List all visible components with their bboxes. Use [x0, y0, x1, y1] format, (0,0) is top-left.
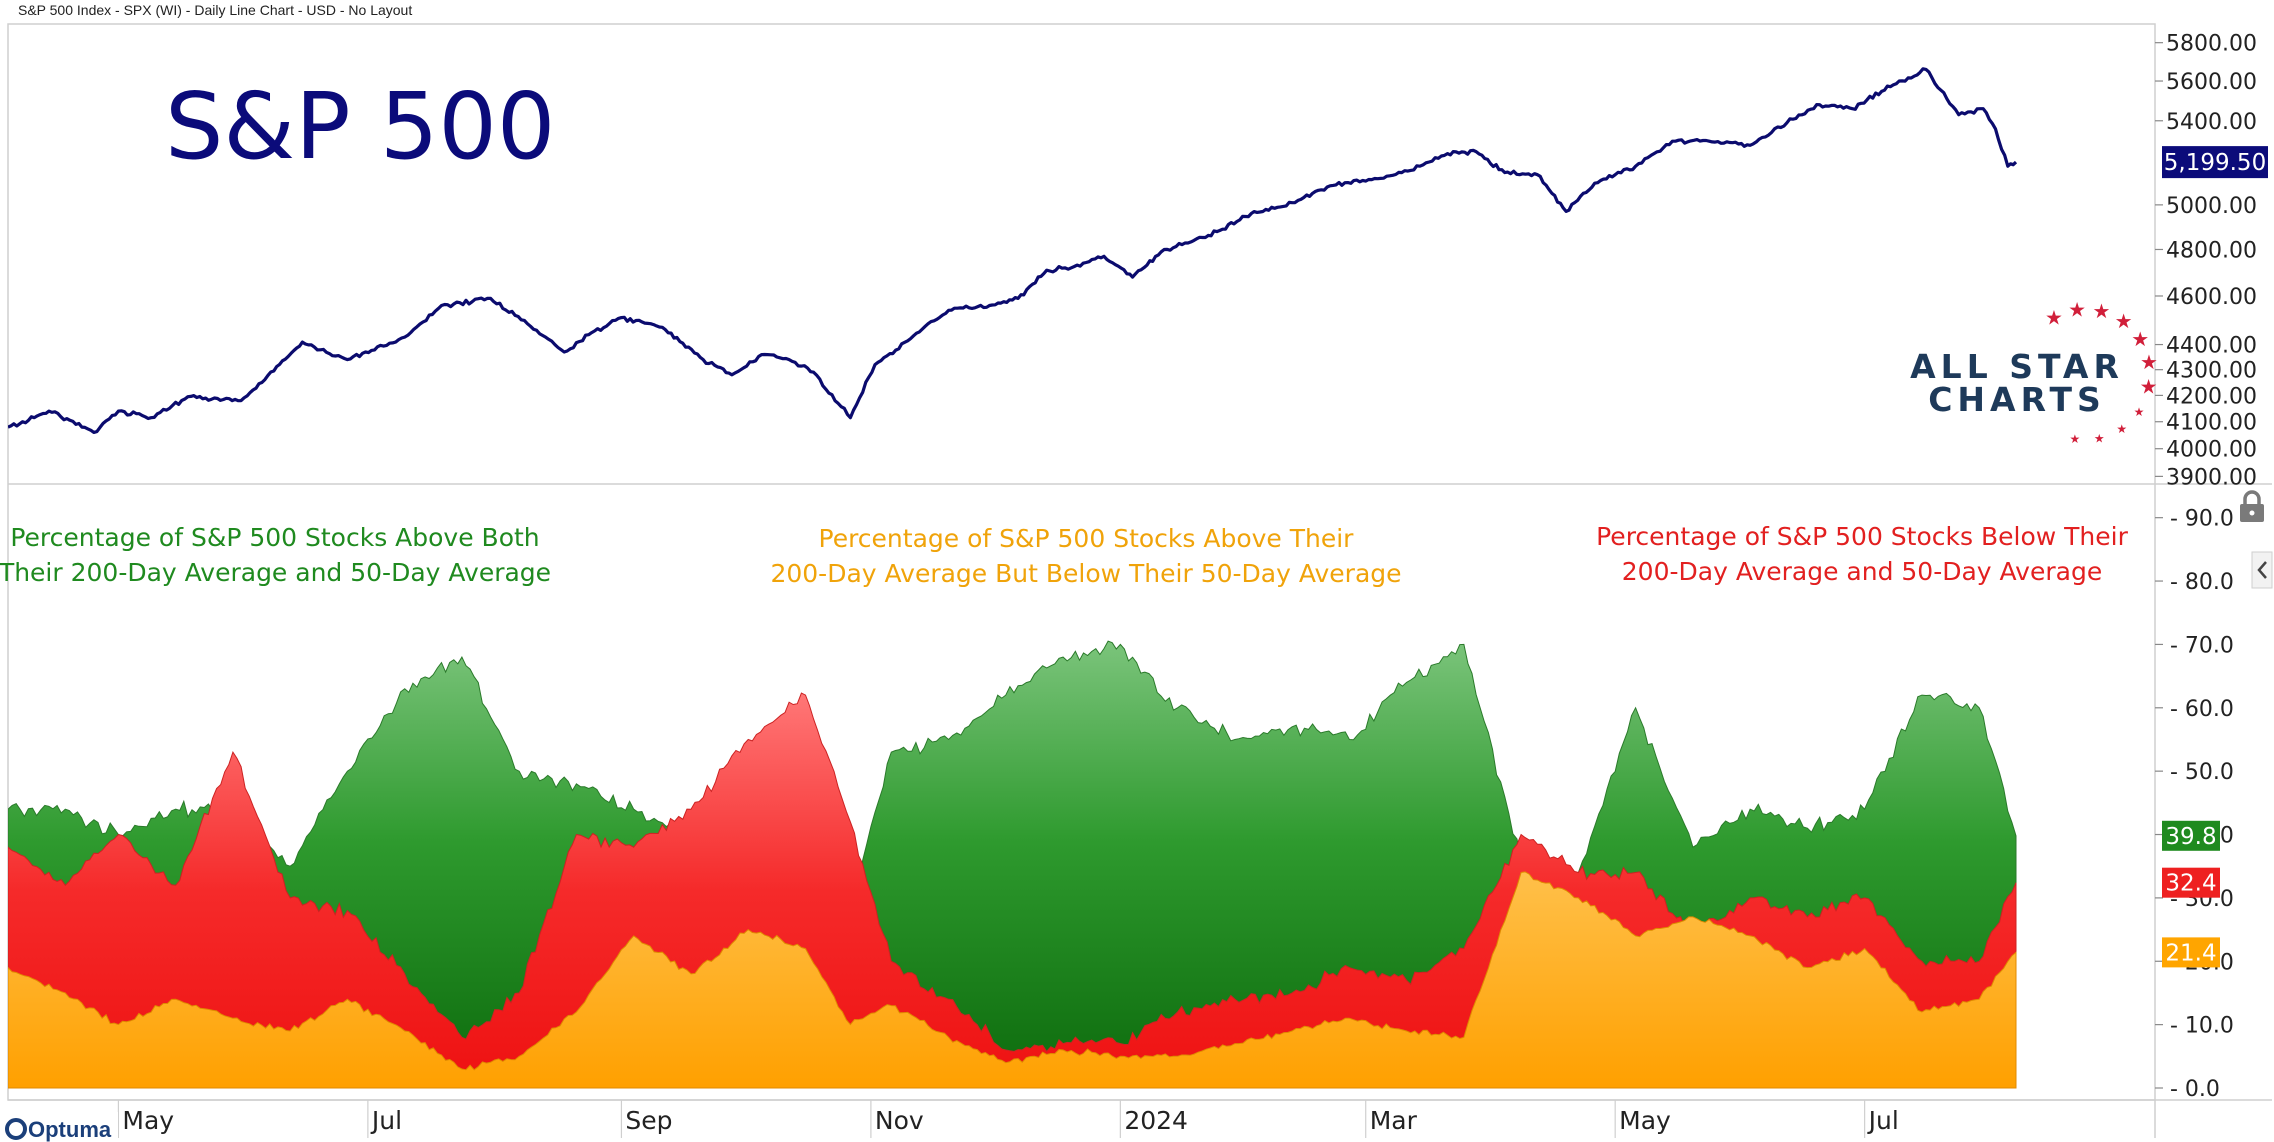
price-y-tick-label: 4600.00	[2166, 285, 2257, 310]
chevron-left-icon	[2257, 561, 2267, 579]
optuma-logo-icon	[5, 1118, 27, 1140]
annotation-above-both-line1: Percentage of S&P 500 Stocks Above Both	[10, 523, 539, 552]
price-y-tick-label: 4300.00	[2166, 359, 2257, 384]
x-tick-label: Jul	[370, 1106, 402, 1135]
logo-star-icon: ★	[2068, 298, 2086, 322]
lock-icon[interactable]	[2240, 490, 2264, 522]
logo-star-icon: ★	[2140, 374, 2158, 398]
annotation-above-200-below-50-line1: Percentage of S&P 500 Stocks Above Their	[819, 524, 1355, 553]
badge-below-both-label: 32.4	[2165, 871, 2216, 897]
breadth-y-tick-label: - 60.0	[2170, 697, 2234, 722]
logo-star-icon: ★	[2045, 306, 2063, 330]
price-series-line	[8, 67, 2018, 434]
badge-above-200-below-50-label: 21.4	[2165, 940, 2216, 966]
last-price-badge: 5,199.50	[2162, 146, 2268, 179]
logo-star-icon: ★	[2131, 327, 2149, 351]
breadth-plot-area	[8, 640, 2017, 1089]
logo-star-icon: ★	[2140, 350, 2158, 374]
badge-above-both: 39.8	[2162, 820, 2220, 851]
breadth-y-tick-label: - 50.0	[2170, 760, 2234, 785]
price-y-axis: 3900.004000.004100.004200.004300.004400.…	[2155, 32, 2257, 490]
price-y-tick-label: 5600.00	[2166, 70, 2257, 95]
price-y-tick-label: 4800.00	[2166, 238, 2257, 263]
logo-star-icon: ★	[2094, 432, 2105, 446]
chart-header-title: S&P 500 Index - SPX (WI) - Daily Line Ch…	[18, 2, 413, 18]
annotation-above-both: Percentage of S&P 500 Stocks Above Both …	[0, 523, 551, 587]
price-y-tick-label: 5000.00	[2166, 194, 2257, 219]
x-tick-label: Mar	[1370, 1106, 1418, 1135]
x-tick-label: 2024	[1124, 1106, 1188, 1135]
badge-below-both: 32.4	[2162, 867, 2220, 898]
x-tick-label: May	[122, 1106, 174, 1135]
frames	[7, 23, 2272, 1138]
badge-above-both-label: 39.8	[2165, 824, 2216, 850]
x-tick-label: Sep	[625, 1106, 672, 1135]
logo-star-icon: ★	[2070, 432, 2081, 446]
badge-above-200-below-50: 21.4	[2162, 937, 2220, 968]
all-star-charts-logo: ALL STAR CHARTS ★ ★ ★ ★★★★★★★★	[1910, 298, 2158, 446]
x-tick-label: Jul	[1867, 1106, 1899, 1135]
time-axis: May Jul Sep Nov 2024 Mar May Jul	[117, 1100, 1899, 1138]
logo-star-icon: ★	[2115, 309, 2133, 333]
price-y-tick-label: 5800.00	[2166, 32, 2257, 57]
price-y-tick-label: 4000.00	[2166, 438, 2257, 463]
breadth-y-tick-label: - 0.0	[2170, 1077, 2220, 1102]
area-above-200-below-50	[8, 871, 2017, 1089]
price-y-tick-label: 4200.00	[2166, 384, 2257, 409]
x-tick-label: May	[1619, 1106, 1671, 1135]
price-y-tick-label: 4400.00	[2166, 334, 2257, 359]
breadth-y-tick-label: - 70.0	[2170, 633, 2234, 658]
price-y-tick-label: 5400.00	[2166, 110, 2257, 135]
logo-line1: ALL STAR	[1910, 347, 2124, 386]
price-y-tick-label: 4100.00	[2166, 411, 2257, 436]
logo-star-icon: ★	[2116, 422, 2127, 436]
optuma-logo-text: Optuma	[28, 1117, 112, 1142]
annotation-below-both-line2: 200-Day Average and 50-Day Average	[1622, 557, 2102, 586]
annotation-above-200-below-50-line2: 200-Day Average But Below Their 50-Day A…	[770, 559, 1401, 588]
last-price-label: 5,199.50	[2164, 150, 2266, 176]
annotation-above-200-below-50: Percentage of S&P 500 Stocks Above Their…	[770, 524, 1401, 588]
price-plot-area	[8, 67, 2018, 434]
logo-stars-icon: ★ ★ ★ ★★★★★★★★	[2045, 298, 2158, 446]
collapse-panel-handle[interactable]	[2251, 551, 2273, 589]
x-tick-label: Nov	[875, 1106, 924, 1135]
logo-line2: CHARTS	[1928, 380, 2106, 419]
chart-title: S&P 500	[165, 73, 555, 180]
annotation-above-both-line2: Their 200-Day Average and 50-Day Average	[0, 558, 551, 587]
breadth-y-axis: - 0.0- 10.0- 20.0- 30.0- 40.0- 50.0- 60.…	[2155, 507, 2234, 1102]
breadth-y-tick-label: - 90.0	[2170, 507, 2234, 532]
price-y-tick-label: 3900.00	[2166, 465, 2257, 490]
breadth-y-tick-label: - 80.0	[2170, 570, 2234, 595]
optuma-logo: Optuma	[0, 1112, 118, 1142]
logo-star-icon: ★	[2134, 405, 2145, 419]
breadth-y-tick-label: - 10.0	[2170, 1014, 2234, 1039]
annotation-below-both: Percentage of S&P 500 Stocks Below Their…	[1596, 522, 2128, 586]
logo-star-icon: ★	[2093, 299, 2111, 323]
annotation-below-both-line1: Percentage of S&P 500 Stocks Below Their	[1596, 522, 2128, 551]
